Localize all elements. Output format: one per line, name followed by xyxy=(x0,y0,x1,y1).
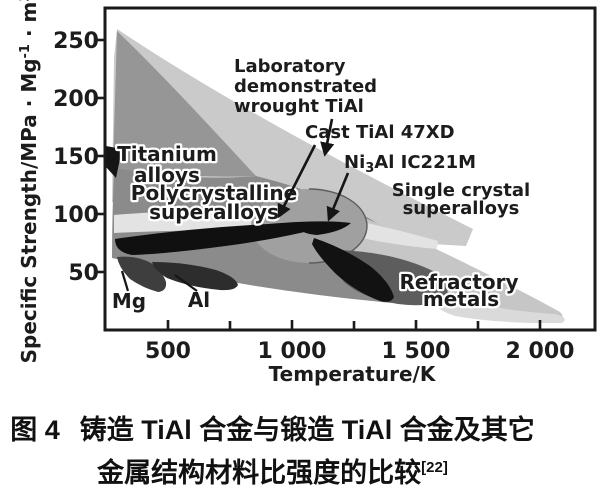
y-tick-label-150: 150 xyxy=(53,145,99,170)
specific-strength-chart: 250 200 150 100 50 500 1 000 1 500 2 000… xyxy=(17,0,597,386)
label-refractory-2: metals xyxy=(423,287,499,311)
caption-figure-number: 图 4 xyxy=(10,415,60,445)
label-titanium-alloys-1: Titanium xyxy=(117,142,217,166)
x-tick-label-1500: 1 500 xyxy=(382,339,451,364)
arrow-ni3al xyxy=(326,172,350,222)
label-polycrystalline-2: superalloys xyxy=(149,200,279,224)
plot-frame xyxy=(103,6,597,332)
x-tick-label-1000: 1 000 xyxy=(258,339,327,364)
caption-title-part2: 金属结构材料比强度的比较 xyxy=(97,458,422,488)
y-axis-title: Specific Strength/MPa · Mg-1 · m3 xyxy=(17,0,41,363)
caption-reference: [22] xyxy=(421,459,448,476)
region-refractory-light-tail xyxy=(428,292,565,324)
label-al: Al xyxy=(188,288,210,312)
region-titanium-alloys xyxy=(113,31,256,177)
region-ni3al-ic221m xyxy=(302,222,351,235)
region-refractory-dark-band xyxy=(312,238,394,302)
y-axis-title-sup1: -1 xyxy=(18,44,33,58)
label-wrought-tial-1: Laboratory xyxy=(234,56,346,77)
ni3al-pre: Ni xyxy=(344,152,365,173)
y-tick-label-100: 100 xyxy=(53,203,99,228)
label-single-crystal-1: Single crystal xyxy=(392,180,530,201)
y-tick-label-250: 250 xyxy=(53,29,99,54)
x-tick-label-2000: 2 000 xyxy=(506,339,575,364)
caption-title-part1: 铸造 TiAl 合金与锻造 TiAl 合金及其它 xyxy=(79,415,535,445)
y-axis-title-sup2: 3 xyxy=(18,0,33,2)
y-axis-title-mid: · m xyxy=(17,2,41,44)
region-al xyxy=(152,262,238,291)
x-axis-ticks xyxy=(166,320,542,330)
leader-line-al xyxy=(174,274,198,292)
leader-line-mg xyxy=(120,270,130,292)
label-wrought-tial-3: wrought TiAl xyxy=(234,96,364,117)
label-ni3al-ic221m: Ni3Al IC221M xyxy=(344,152,476,176)
titanium-edge-wedge xyxy=(106,146,122,178)
y-axis-title-main: Specific Strength/MPa · Mg xyxy=(17,58,41,363)
label-titanium-alloys-2: alloys xyxy=(134,163,200,187)
y-tick-label-200: 200 xyxy=(53,87,99,112)
figure-caption: 图 4 铸造 TiAl 合金与锻造 TiAl 合金及其它 金属结构材料比强度的比较… xyxy=(0,412,545,492)
label-polycrystalline-1: Polycrystalline xyxy=(131,181,297,205)
y-axis-ticks xyxy=(95,38,105,274)
arrow-cast-tial xyxy=(277,144,317,219)
label-wrought-tial-2: demonstrated xyxy=(234,76,377,97)
label-refractory-1: Refractory xyxy=(399,270,518,294)
y-tick-label-50: 50 xyxy=(68,261,99,286)
region-cast-tial-47xd xyxy=(115,221,342,255)
label-mg: Mg xyxy=(112,289,146,313)
ni3al-sub: 3 xyxy=(365,161,374,176)
label-single-crystal-2: superalloys xyxy=(403,198,520,219)
x-axis-title: Temperature/K xyxy=(269,362,437,386)
caption-line-1: 图 4 铸造 TiAl 合金与锻造 TiAl 合金及其它 xyxy=(0,412,545,449)
caption-line-2: 金属结构材料比强度的比较[22] xyxy=(0,449,545,492)
label-cast-tial-47xd: Cast TiAl 47XD xyxy=(305,122,455,143)
arrow-wrought-tial xyxy=(320,118,335,157)
ni3al-post: Al IC221M xyxy=(374,152,476,173)
x-tick-label-500: 500 xyxy=(145,339,191,364)
